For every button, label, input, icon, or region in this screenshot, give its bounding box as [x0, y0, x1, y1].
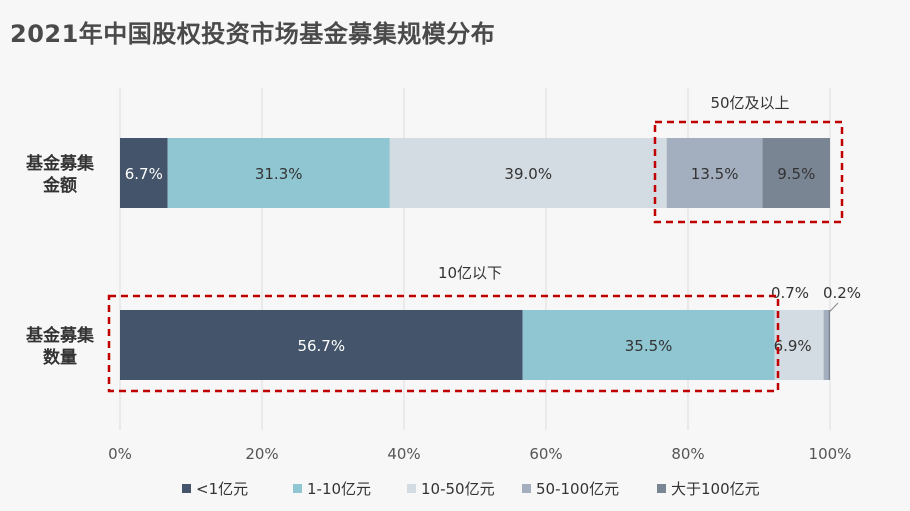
- data-label: 0.7%: [771, 284, 809, 302]
- bar-segment: [167, 138, 390, 208]
- legend-label: 10-50亿元: [421, 480, 495, 498]
- category-label: 基金募集: [25, 153, 95, 174]
- x-tick-label: 0%: [108, 445, 132, 463]
- data-label: 6.9%: [774, 337, 812, 355]
- legend-swatch: [522, 484, 531, 493]
- legend-swatch: [407, 484, 416, 493]
- x-tick-label: 40%: [387, 445, 420, 463]
- bar-segment: [120, 310, 523, 380]
- data-label: 31.3%: [255, 165, 303, 183]
- bar-segment: [389, 138, 667, 208]
- legend-swatch: [657, 484, 666, 493]
- annotation-text: 10亿以下: [438, 264, 502, 282]
- legend-label: 1-10亿元: [307, 480, 371, 498]
- x-tick-label: 80%: [671, 445, 704, 463]
- bar-segment: [120, 138, 168, 208]
- legend-swatch: [293, 484, 302, 493]
- x-tick-label: 20%: [245, 445, 278, 463]
- data-label: 6.7%: [125, 165, 163, 183]
- data-label: 13.5%: [691, 165, 739, 183]
- legend-swatch: [182, 484, 191, 493]
- bar-segment: [762, 138, 830, 208]
- highlight-box-under-10yi: [107, 294, 780, 393]
- data-label: 35.5%: [625, 337, 673, 355]
- legend-label: <1亿元: [196, 480, 248, 498]
- chart-title: 2021年中国股权投资市场基金募集规模分布: [10, 20, 496, 48]
- data-label: 0.2%: [823, 284, 861, 302]
- category-label: 基金募集: [25, 325, 95, 346]
- bar-segment: [774, 310, 824, 380]
- data-label: 56.7%: [297, 337, 345, 355]
- bar-segment: [522, 310, 775, 380]
- bar-segment: [666, 138, 763, 208]
- x-tick-label: 100%: [809, 445, 852, 463]
- leader-line: [828, 302, 839, 313]
- category-label: 金额: [42, 175, 77, 196]
- legend-label: 大于100亿元: [671, 480, 760, 498]
- data-label: 39.0%: [504, 165, 552, 183]
- data-label: 9.5%: [777, 165, 815, 183]
- bar-segment: [823, 310, 829, 380]
- bar-segment: [828, 310, 830, 380]
- x-tick-label: 60%: [529, 445, 562, 463]
- annotation-text: 50亿及以上: [710, 94, 789, 112]
- category-label: 数量: [43, 347, 77, 368]
- legend-label: 50-100亿元: [536, 480, 619, 498]
